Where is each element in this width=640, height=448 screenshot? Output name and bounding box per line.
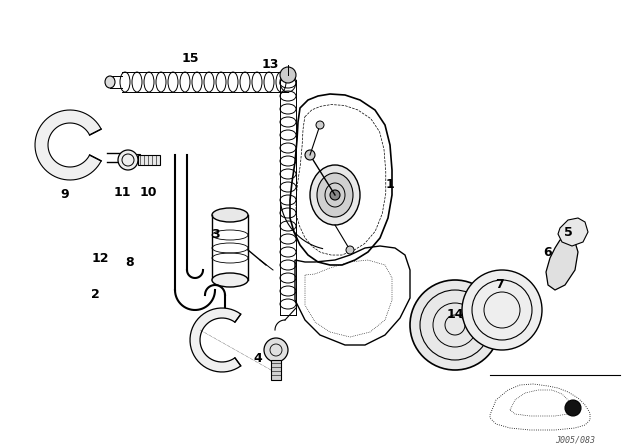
Polygon shape [35,110,101,180]
Text: J005/083: J005/083 [555,435,595,444]
Circle shape [565,400,581,416]
Circle shape [462,270,542,350]
Text: 3: 3 [211,228,220,241]
Circle shape [280,67,296,83]
Circle shape [305,150,315,160]
Circle shape [330,190,340,200]
Polygon shape [558,218,588,246]
Text: 4: 4 [253,352,262,365]
Text: 12: 12 [92,251,109,264]
Text: 15: 15 [181,52,199,65]
Circle shape [410,280,500,370]
Text: 1: 1 [386,178,394,191]
Text: 13: 13 [261,59,278,72]
Ellipse shape [310,165,360,225]
Polygon shape [546,238,578,290]
Text: 7: 7 [495,279,504,292]
Text: 5: 5 [564,225,572,238]
Bar [138,155,160,165]
Ellipse shape [317,173,353,217]
Circle shape [346,246,354,254]
Bar [125,154,140,161]
Circle shape [316,121,324,129]
Text: 6: 6 [544,246,552,258]
Polygon shape [190,308,241,372]
Bar [271,360,281,380]
Ellipse shape [105,76,115,88]
Circle shape [118,150,138,170]
Ellipse shape [212,208,248,222]
Circle shape [264,338,288,362]
Text: 10: 10 [140,186,157,199]
Text: 14: 14 [446,309,464,322]
Text: 2: 2 [91,289,99,302]
Text: 8: 8 [125,255,134,268]
Text: 9: 9 [61,189,69,202]
Text: 11: 11 [113,186,131,199]
Ellipse shape [212,273,248,287]
